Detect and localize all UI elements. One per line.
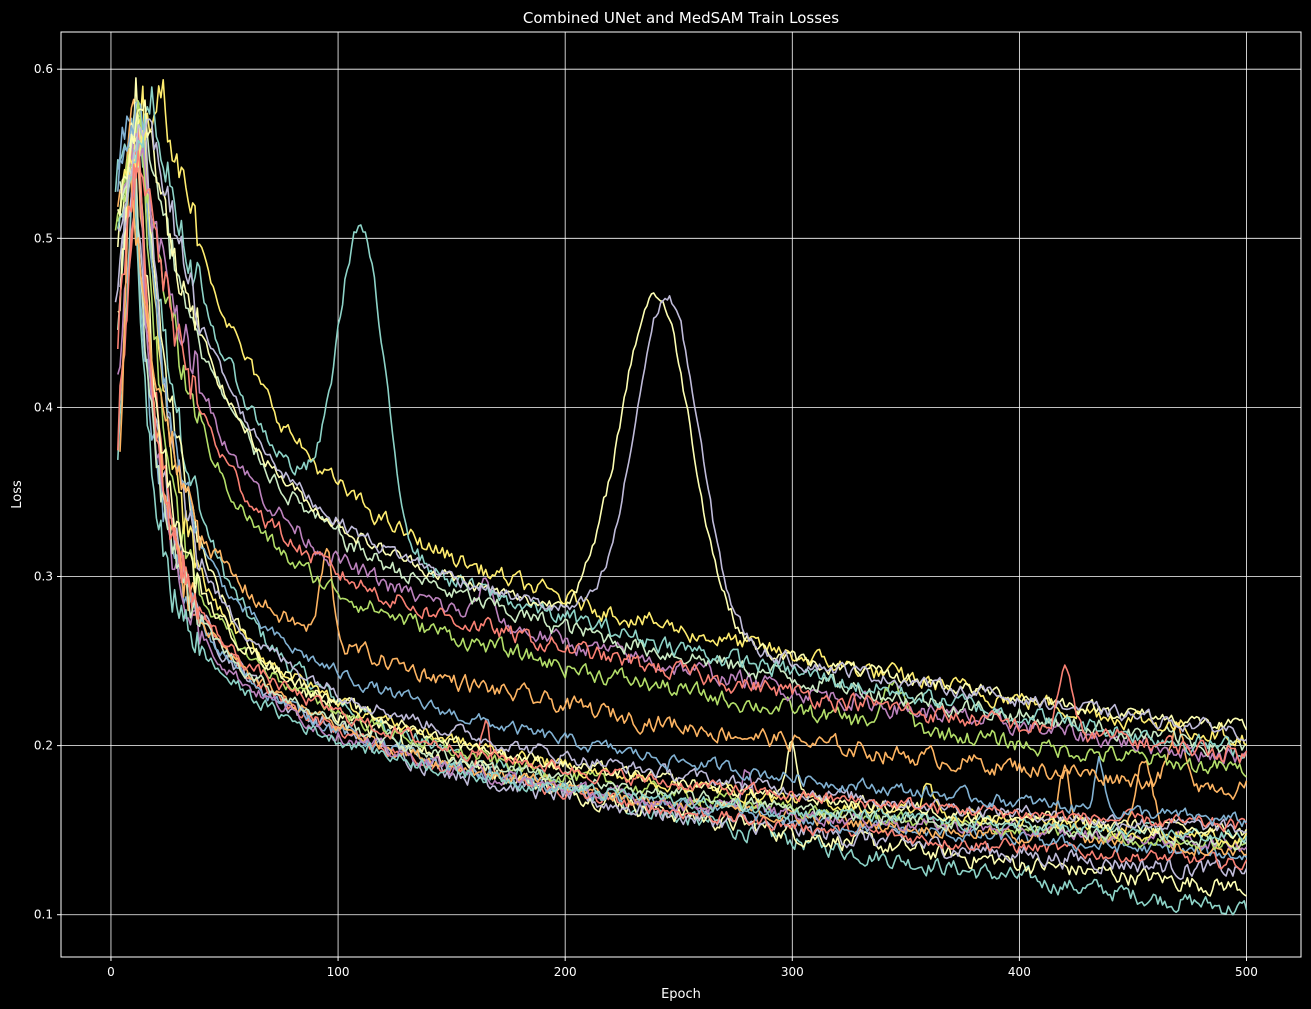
x-axis-label: Epoch [661, 987, 701, 1002]
y-tick-label: 0.6 [34, 62, 53, 76]
series-line [117, 100, 1248, 828]
series-line [117, 98, 1247, 857]
series-line [119, 166, 1248, 871]
y-tick-label: 0.3 [34, 570, 53, 584]
y-tick-label: 0.1 [34, 908, 53, 922]
axis-ticks: 0 100 200 300 400 500 0.1 0.2 0.3 0.4 0.5 0.6 [34, 62, 1258, 979]
x-tick-label: 400 [1008, 965, 1031, 979]
series-lines [114, 77, 1248, 916]
y-axis-label: Loss [10, 480, 25, 509]
series-line [121, 79, 1248, 747]
x-tick-label: 500 [1235, 965, 1258, 979]
series-line [114, 101, 1248, 916]
x-tick-label: 100 [327, 965, 350, 979]
series-line [117, 124, 1247, 897]
series-line [117, 115, 1248, 861]
series-line [114, 115, 1247, 852]
grid-lines [61, 32, 1301, 957]
plot-frame [60, 31, 1302, 958]
series-line [117, 77, 1248, 840]
series-line [117, 86, 1248, 759]
series-line [114, 116, 1247, 834]
series-line [117, 127, 1248, 833]
x-tick-label: 200 [554, 965, 577, 979]
y-tick-label: 0.5 [34, 231, 53, 245]
series-line [117, 150, 1248, 764]
chart-title: Combined UNet and MedSAM Train Losses [523, 9, 839, 27]
series-line [119, 131, 1248, 758]
series-line [119, 132, 1247, 765]
series-line [117, 149, 1248, 844]
x-tick-label: 300 [781, 965, 804, 979]
y-tick-label: 0.2 [34, 739, 53, 753]
series-line [119, 149, 1248, 801]
series-line [117, 118, 1247, 742]
series-line [119, 129, 1248, 881]
series-line [117, 100, 1248, 778]
y-tick-label: 0.4 [34, 400, 53, 414]
x-tick-label: 0 [107, 965, 115, 979]
series-line [117, 99, 1248, 731]
series-line [117, 137, 1248, 852]
